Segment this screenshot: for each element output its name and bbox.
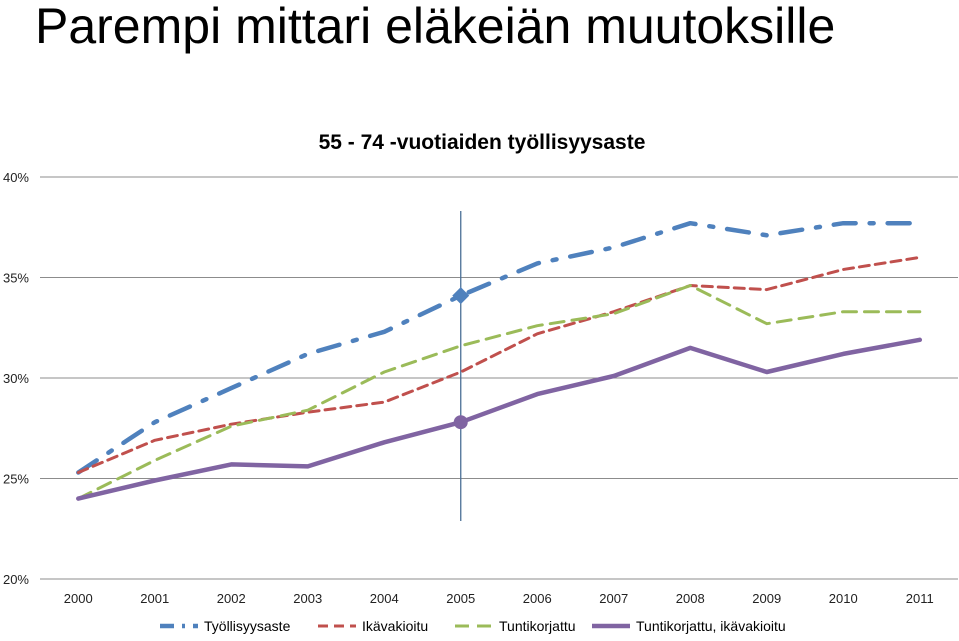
x-tick-label: 2003 — [293, 591, 322, 606]
chart-title: 55 - 74 -vuotiaiden työllisyysaste — [319, 131, 646, 154]
series-lines — [76, 220, 923, 501]
x-tick-label: 2004 — [370, 591, 399, 606]
grid-lines — [40, 176, 958, 580]
x-tick-label: 2011 — [906, 591, 934, 606]
legend-label-2: Tuntikorjattu — [499, 618, 576, 634]
x-tick-label: 2007 — [599, 591, 628, 606]
x-tick-label: 2010 — [829, 591, 858, 606]
x-tick-label: 2009 — [752, 591, 781, 606]
y-tick-label: 30% — [3, 371, 29, 386]
y-axis: 20% 25% 30% 35% 40% — [3, 170, 29, 587]
series-marker-0 — [452, 287, 470, 305]
x-tick-label: 2001 — [140, 591, 169, 606]
series-line-3 — [76, 337, 923, 501]
y-tick-label: 25% — [3, 472, 29, 487]
y-tick-label: 35% — [3, 271, 29, 286]
legend-label-0: Työllisyysaste — [204, 618, 291, 634]
x-tick-label: 2002 — [217, 591, 246, 606]
series-line-1 — [76, 255, 922, 474]
y-tick-label: 20% — [3, 572, 29, 587]
x-axis: 2000 2001 2002 2003 2004 2005 2006 2007 2008 2009… — [64, 591, 934, 606]
legend: Työllisyysaste Ikävakioitu Tuntikorjattu Tu… — [160, 618, 786, 634]
x-tick-label: 2006 — [523, 591, 552, 606]
y-tick-label: 40% — [3, 170, 29, 185]
legend-label-1: Ikävakioitu — [362, 618, 428, 634]
x-tick-label: 2008 — [676, 591, 705, 606]
series-line-0 — [76, 220, 923, 475]
series-marker-3 — [453, 415, 468, 430]
x-tick-label: 2000 — [64, 591, 93, 606]
x-tick-label: 2005 — [446, 591, 475, 606]
series-line-2 — [76, 284, 922, 501]
slide-title: Parempi mittari eläkeiän muutoksille — [35, 0, 836, 54]
legend-label-3: Tuntikorjattu, ikävakioitu — [636, 618, 786, 634]
